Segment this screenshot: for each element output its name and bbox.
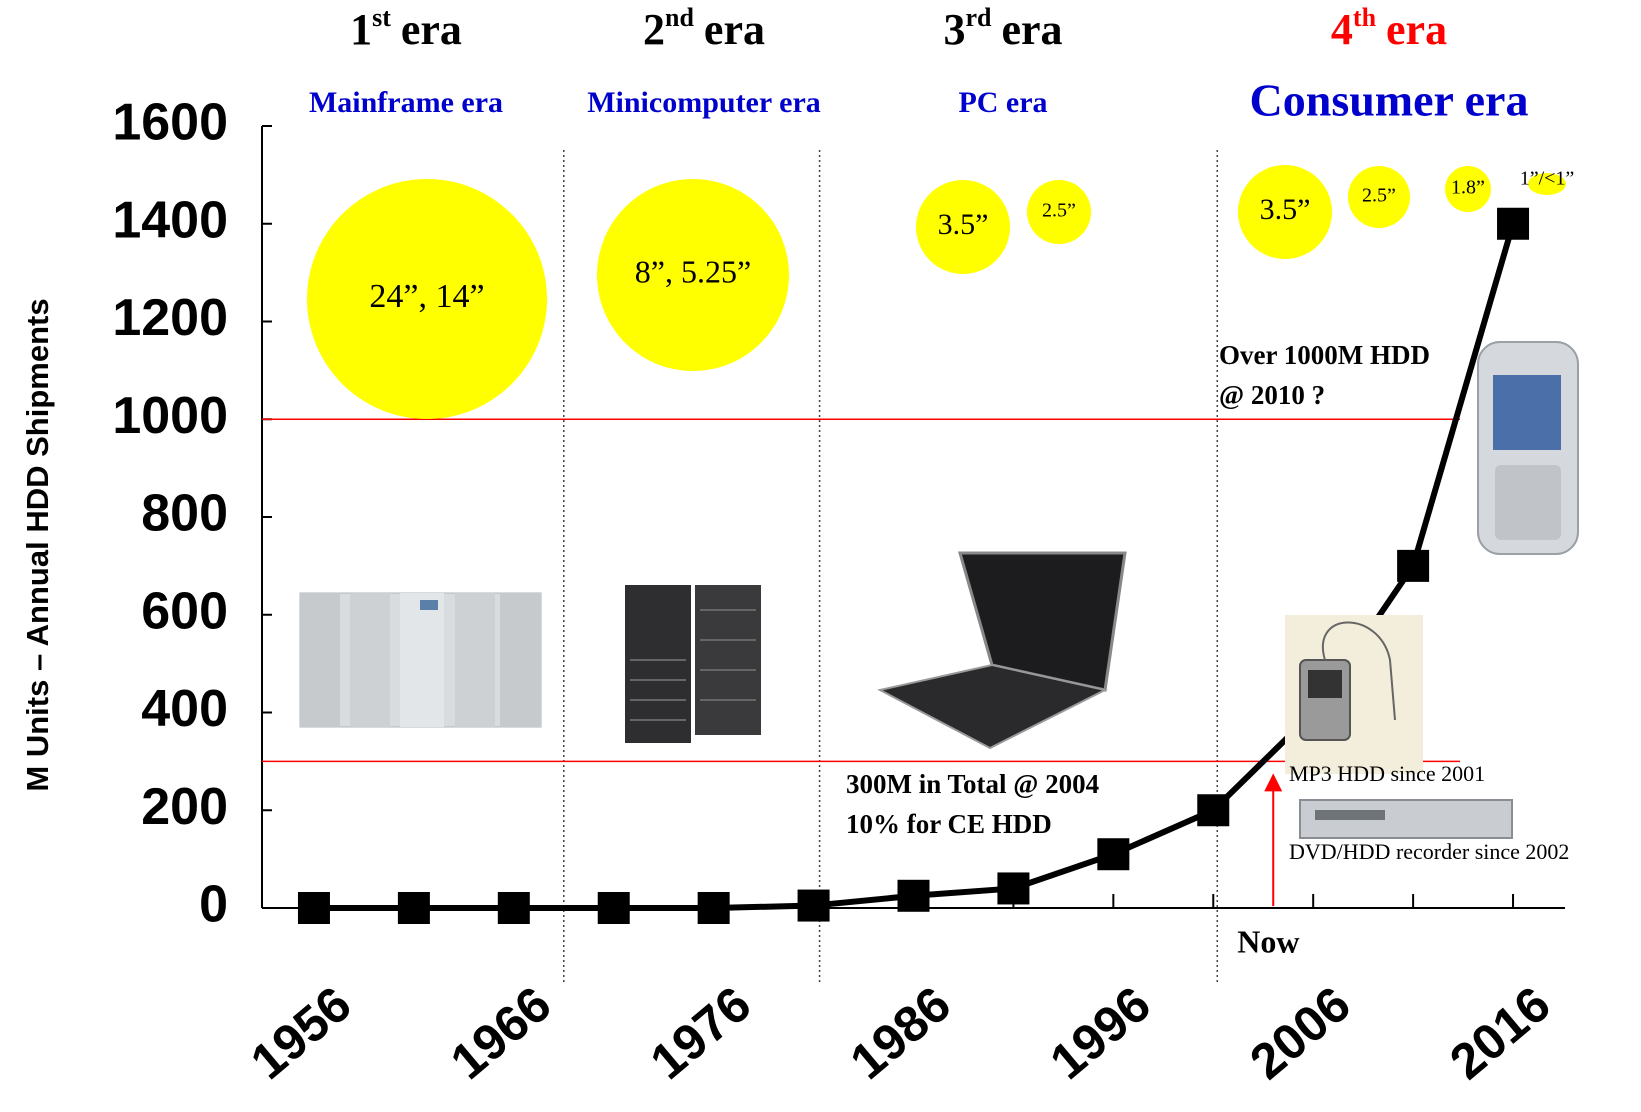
era-suffix: st xyxy=(372,3,391,32)
data-marker xyxy=(897,879,930,912)
size-bubble xyxy=(1528,173,1566,195)
era-name: Minicomputer era xyxy=(587,86,821,119)
era-title: 4th era xyxy=(1331,3,1447,54)
x-tick-label: 1976 xyxy=(640,976,761,1090)
data-marker xyxy=(1097,838,1130,871)
annotation: MP3 HDD since 2001 xyxy=(1289,761,1485,786)
y-tick-label: 800 xyxy=(141,485,228,543)
phone-image xyxy=(1477,341,1579,555)
size-bubble xyxy=(1348,166,1410,228)
era-suffix: nd xyxy=(665,3,694,32)
era-suffix: th xyxy=(1353,3,1377,32)
era-title: 2nd era xyxy=(643,3,765,54)
mainframe-image xyxy=(299,592,542,728)
annotation: @ 2010 ? xyxy=(1219,380,1325,410)
annotation: 10% for CE HDD xyxy=(846,809,1052,839)
x-tick-label: 1966 xyxy=(440,976,561,1090)
y-tick-label: 0 xyxy=(199,876,228,934)
era-title: 1st era xyxy=(350,3,462,54)
y-tick-label: 1600 xyxy=(112,94,228,152)
era-name: Mainframe era xyxy=(309,86,503,119)
size-bubble-label: 3.5” xyxy=(938,208,989,241)
size-bubble-label: 1.8” xyxy=(1451,177,1485,199)
y-axis-title: M Units – Annual HDD Shipments xyxy=(20,298,55,791)
size-bubble xyxy=(1027,180,1091,244)
x-tick-label: 1986 xyxy=(840,976,961,1090)
data-marker xyxy=(1197,794,1230,827)
data-marker xyxy=(1397,549,1430,582)
x-tick-label: 2016 xyxy=(1439,976,1560,1090)
data-marker xyxy=(497,892,530,924)
mp3-player-image xyxy=(1285,615,1423,774)
data-marker xyxy=(597,892,630,924)
y-tick-label: 400 xyxy=(141,680,228,738)
x-tick-label: 1996 xyxy=(1040,976,1161,1090)
laptop-image xyxy=(877,551,1127,750)
data-marker xyxy=(997,872,1030,905)
size-bubble xyxy=(1445,166,1491,212)
x-tick-label: 2006 xyxy=(1240,976,1361,1090)
era-title: 3rd era xyxy=(943,3,1062,54)
minicomputer-image xyxy=(625,585,761,743)
era-ordinal: 3 xyxy=(943,5,965,54)
era-suffix: rd xyxy=(965,3,992,32)
y-tick-label: 1200 xyxy=(112,289,228,347)
era-word: era xyxy=(704,5,765,54)
data-marker xyxy=(297,892,330,924)
y-tick-label: 1400 xyxy=(112,191,228,249)
data-marker xyxy=(797,889,830,922)
era-name: PC era xyxy=(958,86,1047,119)
size-bubble-label: 8”, 5.25” xyxy=(635,253,751,289)
dvd-recorder-image xyxy=(1299,799,1513,839)
x-tick-label: 1956 xyxy=(240,976,361,1090)
y-tick-label: 200 xyxy=(141,778,228,836)
now-label: Now xyxy=(1237,923,1299,959)
y-tick-label: 600 xyxy=(141,582,228,640)
era-ordinal: 2 xyxy=(643,5,665,54)
size-bubble-label: 3.5” xyxy=(1260,193,1311,226)
data-marker xyxy=(1497,207,1530,240)
size-bubble xyxy=(307,179,547,419)
size-bubble-label: 2.5” xyxy=(1362,185,1396,207)
now-arrowhead xyxy=(1264,773,1283,792)
size-bubble xyxy=(1238,165,1332,259)
annotation: DVD/HDD recorder since 2002 xyxy=(1289,839,1569,864)
size-bubble-label: 24”, 14” xyxy=(369,278,484,315)
era-word: era xyxy=(401,5,462,54)
y-tick-label: 1000 xyxy=(112,387,228,445)
size-bubble-label: 1”/<1” xyxy=(1520,168,1575,190)
size-bubble xyxy=(597,179,789,371)
era-ordinal: 4 xyxy=(1331,5,1353,54)
size-bubble xyxy=(916,180,1010,274)
era-name: Consumer era xyxy=(1250,75,1529,126)
data-marker xyxy=(697,892,730,924)
annotation: Over 1000M HDD xyxy=(1219,340,1430,370)
era-word: era xyxy=(1001,5,1062,54)
era-word: era xyxy=(1386,5,1447,54)
size-bubble-label: 2.5” xyxy=(1042,200,1076,222)
era-ordinal: 1 xyxy=(350,5,372,54)
data-marker xyxy=(397,892,430,924)
annotation: 300M in Total @ 2004 xyxy=(846,769,1099,799)
